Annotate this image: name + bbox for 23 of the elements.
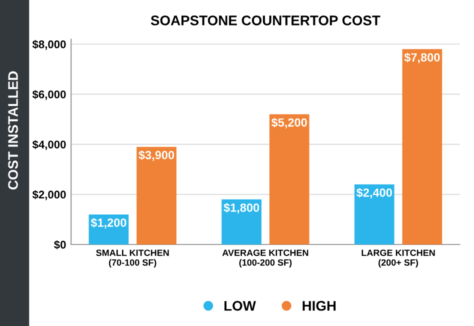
data-label: $2,400 [356,188,392,199]
x-tick-label: LARGE KITCHEN (200+ SF) [362,250,435,268]
bar [402,49,442,244]
legend-label: HIGH [302,300,336,311]
y-tick-label: $0 [54,240,66,250]
y-axis-title: COST INSTALLED [8,71,18,190]
y-tick-label: $2,000 [32,190,66,200]
y-tick-label: $4,000 [32,140,66,150]
data-label: $7,800 [404,52,440,64]
bar [136,146,176,244]
y-tick-label: $8,000 [32,40,66,50]
legend-label: LOW [224,300,256,311]
bar [222,199,262,244]
chart-title: SOAPSTONE COUNTERTOP COST [150,16,380,26]
bar [354,184,394,244]
y-tick-label: $6,000 [32,90,66,100]
data-label: $5,200 [271,118,307,128]
data-label: $1,800 [224,202,260,214]
x-tick-label: SMALL KITCHEN (70-100 SF) [96,250,169,268]
data-label: $1,200 [90,218,126,229]
x-tick-label: AVERAGE KITCHEN (100-200 SF) [222,250,308,268]
data-label: $3,900 [138,150,174,161]
bar [269,114,310,244]
